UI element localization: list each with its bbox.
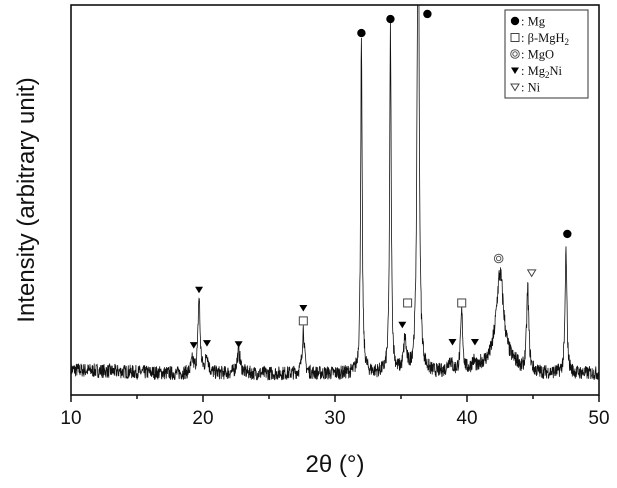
peak-marker-mg2ni xyxy=(195,286,204,294)
x-tick-label: 40 xyxy=(456,408,477,429)
x-tick-label: 10 xyxy=(60,408,81,429)
peak-marker-mg2ni xyxy=(398,321,407,329)
legend-label: : Mg xyxy=(521,15,546,29)
peak-marker-mgo xyxy=(493,253,504,264)
peak-marker-mg xyxy=(386,14,395,24)
peak-marker-mg xyxy=(563,229,572,239)
peak-marker-mg xyxy=(423,9,432,19)
y-axis-title: Intensity (arbitrary unit) xyxy=(13,77,40,322)
legend-label: : Mg2Ni xyxy=(521,64,562,80)
peak-marker-mg xyxy=(357,28,366,38)
x-tick-label: 50 xyxy=(588,408,609,429)
peak-marker-mgh2 xyxy=(457,298,467,308)
legend-symbol-filled-circle xyxy=(510,16,520,26)
peak-marker-mg2ni xyxy=(299,305,308,312)
peak-marker-mg2ni xyxy=(189,342,198,349)
legend-label: : Ni xyxy=(521,81,541,95)
legend-symbol-open-square xyxy=(510,33,520,42)
legend-symbol-open-triangle xyxy=(510,83,520,92)
peak-marker-mg2ni xyxy=(234,341,243,348)
xrd-pattern-line xyxy=(71,5,599,381)
peak-marker-mg2ni xyxy=(470,338,479,346)
peak-marker-mg2ni xyxy=(448,338,457,346)
legend-label: : β-MgH2 xyxy=(521,31,569,47)
peak-marker-ni xyxy=(526,269,537,278)
peak-marker-mgh2 xyxy=(298,316,308,326)
x-tick-label: 30 xyxy=(324,408,345,429)
x-tick-label: 20 xyxy=(192,408,213,429)
legend-symbol-double-circle xyxy=(510,49,520,59)
peak-marker-mgh2 xyxy=(403,298,413,308)
legend-symbol-filled-triangle xyxy=(511,67,519,74)
peak-marker-mg2ni xyxy=(202,340,211,347)
x-axis-title: 2θ (°) xyxy=(306,451,365,478)
legend-label: : MgO xyxy=(521,48,554,62)
legend: : Mg : β-MgH2: MgO : Mg2Ni: Ni xyxy=(504,9,589,99)
